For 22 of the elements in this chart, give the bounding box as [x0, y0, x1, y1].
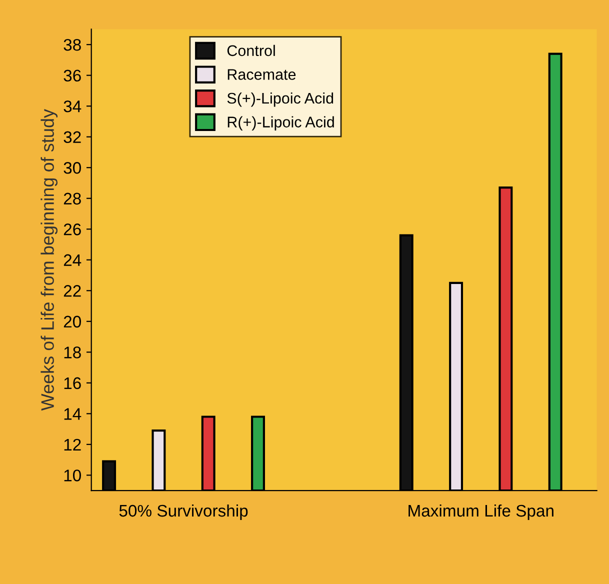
- legend-label: Control: [227, 44, 275, 56]
- y-axis-title: Weeks of Life from beginning of study: [40, 109, 58, 411]
- y-tick-label: 30: [64, 162, 81, 174]
- legend-label: Racemate: [228, 69, 296, 80]
- x-tick-label: Maximum Life Span: [408, 504, 554, 520]
- y-tick-label: 10: [64, 470, 81, 482]
- y-tick-label: 22: [64, 285, 81, 297]
- y-tick-label: 18: [64, 346, 81, 358]
- y-tick-label: 26: [64, 224, 81, 236]
- y-tick-label: 12: [64, 438, 81, 450]
- y-tick-label: 14: [64, 408, 82, 420]
- legend-label: S(+)-Lipoic Acid: [227, 92, 334, 107]
- y-tick-label: 20: [64, 316, 81, 328]
- x-tick-label: 50% Survivorship: [119, 504, 248, 520]
- y-tick-label: 28: [64, 192, 81, 205]
- y-tick-label: 24: [64, 254, 82, 266]
- y-tick-label: 16: [64, 377, 81, 390]
- y-tick-label: 36: [64, 70, 81, 82]
- y-tick-label: 34: [64, 100, 82, 112]
- legend-label: R(+)-Lipoic Acid: [228, 116, 334, 130]
- y-tick-label: 38: [64, 38, 81, 51]
- y-tick-label: 32: [64, 131, 81, 144]
